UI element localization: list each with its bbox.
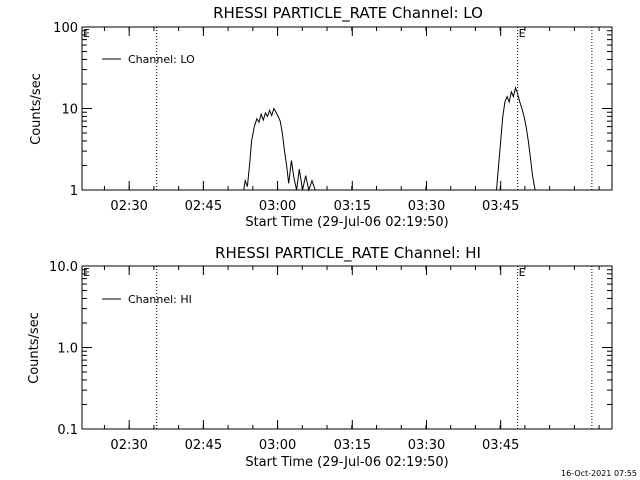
y-tick-label: 0.1 xyxy=(57,423,78,438)
lo-legend-label: Channel: LO xyxy=(128,53,195,66)
x-tick-label: 03:45 xyxy=(482,199,519,214)
lo-y-axis-label: Counts/sec xyxy=(29,73,44,145)
y-tick-label: 100 xyxy=(53,21,78,36)
y-tick-label: 10.0 xyxy=(49,260,78,275)
x-tick-label: 03:00 xyxy=(259,438,296,453)
series-line-segment xyxy=(243,107,316,192)
lo-y-ticks: 1 10 100 xyxy=(53,21,612,199)
event-marker-label: E xyxy=(519,266,526,279)
x-tick-label: 03:30 xyxy=(408,438,445,453)
hi-y-axis-label: Counts/sec xyxy=(27,312,42,384)
hi-channel-panel: RHESSI PARTICLE_RATE Channel: HI 0.1 1.0 1… xyxy=(27,244,613,470)
lo-series xyxy=(243,85,536,192)
series-line-segment xyxy=(496,85,536,191)
x-tick-label: 03:45 xyxy=(482,438,519,453)
lo-plot-frame xyxy=(81,26,613,191)
hi-x-ticks: 02:30 02:45 03:00 03:15 03:30 03:45 xyxy=(103,266,600,453)
x-tick-label: 03:15 xyxy=(334,438,371,453)
y-tick-label: 10 xyxy=(61,103,78,118)
lo-x-axis-label: Start Time (29-Jul-06 02:19:50) xyxy=(245,215,448,230)
x-tick-label: 03:30 xyxy=(408,199,445,214)
lo-panel-title: RHESSI PARTICLE_RATE Channel: LO xyxy=(213,4,483,23)
x-tick-label: 02:30 xyxy=(110,199,147,214)
event-marker-label: E xyxy=(83,27,90,40)
x-tick-label: 03:00 xyxy=(259,199,296,214)
hi-plot-frame xyxy=(81,265,613,430)
event-marker-label: E xyxy=(83,266,90,279)
x-tick-label: 02:45 xyxy=(185,199,222,214)
footer-timestamp: 16-Oct-2021 07:55 xyxy=(561,469,637,478)
y-tick-label: 1.0 xyxy=(57,342,78,357)
x-tick-label: 03:15 xyxy=(334,199,371,214)
y-tick-label: 1 xyxy=(70,184,78,199)
x-tick-label: 02:45 xyxy=(185,438,222,453)
lo-channel-panel: RHESSI PARTICLE_RATE Channel: LO 110100 … xyxy=(29,4,613,230)
hi-panel-title: RHESSI PARTICLE_RATE Channel: HI xyxy=(215,244,481,263)
event-marker-label: E xyxy=(519,27,526,40)
hi-legend-label: Channel: HI xyxy=(128,293,192,306)
x-tick-label: 02:30 xyxy=(110,438,147,453)
hi-y-ticks: 0.1 1.0 10.0 xyxy=(49,260,612,438)
lo-x-ticks: 02:30 02:45 03:00 03:15 03:30 03:45 xyxy=(103,27,600,214)
hi-x-axis-label: Start Time (29-Jul-06 02:19:50) xyxy=(245,455,448,470)
